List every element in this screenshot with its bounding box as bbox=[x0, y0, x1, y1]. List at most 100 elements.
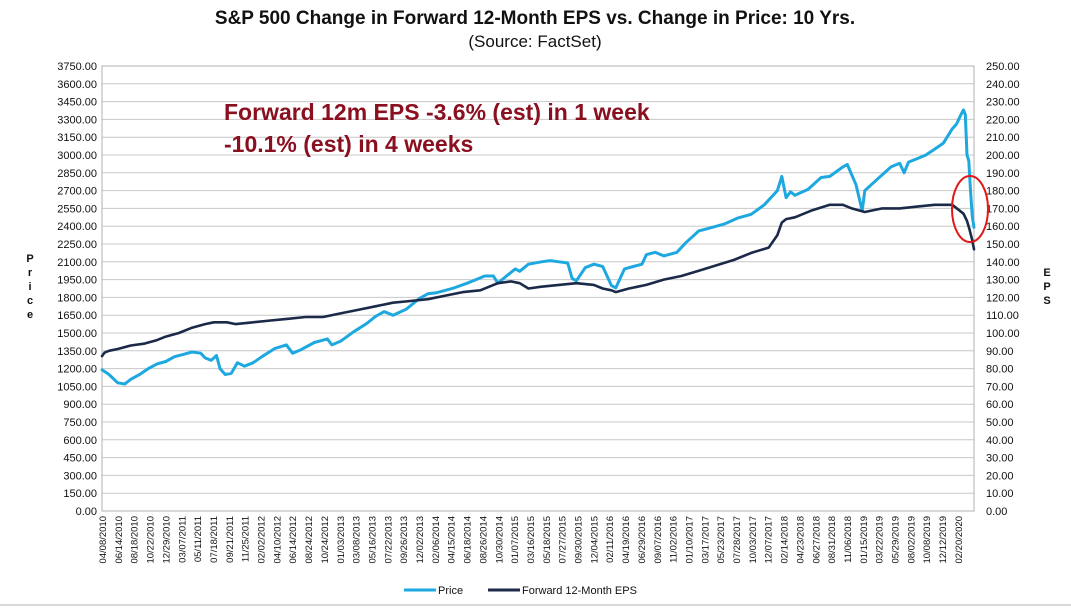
left-tick-label: 2700.00 bbox=[57, 186, 97, 198]
left-axis-label: Price bbox=[26, 253, 33, 321]
left-tick-label: 1350.00 bbox=[57, 346, 97, 358]
right-tick-label: 150.00 bbox=[986, 239, 1020, 251]
x-tick-label: 06/14/2012 bbox=[288, 516, 299, 564]
x-tick-label: 07/22/2013 bbox=[383, 516, 394, 564]
left-tick-label: 2850.00 bbox=[57, 168, 97, 180]
x-tick-label: 12/07/2017 bbox=[764, 516, 775, 564]
right-tick-label: 90.00 bbox=[986, 346, 1014, 358]
left-tick-label: 1950.00 bbox=[57, 275, 97, 287]
plot-frame bbox=[101, 65, 975, 512]
right-tick-label: 240.00 bbox=[986, 79, 1020, 91]
left-axis-ticks: 0.00 150.00 300.00 450.00 600.00 750.00 900.00… bbox=[57, 61, 97, 518]
x-tick-label: 05/11/2011 bbox=[193, 516, 204, 562]
left-tick-label: 2100.00 bbox=[57, 257, 97, 269]
left-tick-label: 750.00 bbox=[63, 417, 97, 429]
x-tick-label: 08/24/2012 bbox=[304, 516, 315, 564]
x-tick-label: 08/18/2010 bbox=[130, 516, 141, 564]
x-tick-label: 05/16/2013 bbox=[367, 516, 378, 564]
right-tick-label: 60.00 bbox=[986, 399, 1014, 411]
x-tick-label: 09/30/2015 bbox=[574, 516, 585, 564]
x-tick-label: 04/19/2016 bbox=[621, 516, 632, 564]
right-tick-label: 20.00 bbox=[986, 470, 1014, 482]
chart-subtitle: (Source: FactSet) bbox=[468, 32, 601, 51]
x-tick-label: 05/29/2019 bbox=[891, 516, 902, 564]
series-layer bbox=[100, 108, 976, 386]
x-axis-ticks: 04/08/2010 06/14/2010 08/18/2010 10/22/2010… bbox=[98, 516, 965, 564]
right-tick-label: 30.00 bbox=[986, 453, 1014, 465]
legend-eps-label: Forward 12-Month EPS bbox=[522, 585, 637, 597]
left-axis-letter: e bbox=[27, 309, 33, 321]
chart-title: S&P 500 Change in Forward 12-Month EPS v… bbox=[215, 8, 855, 29]
x-tick-label: 05/18/2015 bbox=[542, 516, 553, 564]
x-tick-label: 10/08/2019 bbox=[922, 516, 933, 564]
x-tick-label: 04/23/2018 bbox=[795, 516, 806, 564]
right-tick-label: 80.00 bbox=[986, 364, 1014, 376]
legend: Price Forward 12-Month EPS bbox=[404, 585, 637, 597]
right-tick-label: 130.00 bbox=[986, 275, 1020, 287]
x-tick-label: 11/25/2011 bbox=[241, 516, 252, 562]
x-tick-label: 12/04/2015 bbox=[589, 516, 600, 564]
left-tick-label: 1050.00 bbox=[57, 381, 97, 393]
x-tick-label: 03/16/2015 bbox=[526, 516, 537, 564]
x-tick-label: 06/29/2016 bbox=[637, 516, 648, 564]
left-axis-letter: r bbox=[28, 267, 33, 279]
x-tick-label: 03/17/2017 bbox=[700, 516, 711, 564]
left-tick-label: 150.00 bbox=[63, 488, 97, 500]
right-tick-label: 0.00 bbox=[986, 506, 1007, 518]
x-tick-label: 06/14/2010 bbox=[114, 516, 125, 564]
left-tick-label: 1200.00 bbox=[57, 364, 97, 376]
x-tick-label: 08/26/2014 bbox=[478, 516, 489, 564]
eps-line bbox=[100, 203, 976, 358]
right-tick-label: 140.00 bbox=[986, 257, 1020, 269]
left-tick-label: 3450.00 bbox=[57, 97, 97, 109]
x-tick-label: 06/27/2018 bbox=[811, 516, 822, 564]
x-tick-label: 10/22/2010 bbox=[146, 516, 157, 564]
x-tick-label: 07/18/2011 bbox=[209, 516, 220, 563]
right-tick-label: 160.00 bbox=[986, 221, 1020, 233]
right-tick-label: 100.00 bbox=[986, 328, 1020, 340]
x-tick-label: 09/21/2011 bbox=[225, 516, 236, 563]
x-tick-label: 03/22/2019 bbox=[875, 516, 886, 564]
right-axis-ticks: 0.00 10.00 20.00 30.00 40.00 50.00 60.00 70.00 8… bbox=[986, 61, 1020, 518]
x-tick-label: 02/20/2020 bbox=[954, 516, 965, 564]
x-tick-label: 02/06/2014 bbox=[431, 516, 442, 564]
left-tick-label: 2250.00 bbox=[57, 239, 97, 251]
left-tick-label: 300.00 bbox=[63, 470, 97, 482]
x-tick-label: 04/08/2010 bbox=[98, 516, 109, 564]
left-tick-label: 450.00 bbox=[63, 453, 97, 465]
price-line bbox=[100, 108, 976, 386]
left-tick-label: 3000.00 bbox=[57, 150, 97, 162]
right-tick-label: 190.00 bbox=[986, 168, 1020, 180]
right-tick-label: 210.00 bbox=[986, 132, 1020, 144]
left-tick-label: 1650.00 bbox=[57, 310, 97, 322]
right-tick-label: 230.00 bbox=[986, 97, 1020, 109]
left-tick-label: 2400.00 bbox=[57, 221, 97, 233]
x-tick-label: 08/02/2019 bbox=[906, 516, 917, 564]
x-tick-label: 02/02/2012 bbox=[257, 516, 268, 564]
x-tick-label: 12/02/2013 bbox=[415, 516, 426, 564]
left-tick-label: 1800.00 bbox=[57, 292, 97, 304]
x-tick-label: 09/07/2016 bbox=[653, 516, 664, 564]
right-tick-label: 110.00 bbox=[986, 310, 1019, 322]
right-tick-label: 220.00 bbox=[986, 114, 1020, 126]
x-tick-label: 01/15/2019 bbox=[859, 516, 870, 564]
x-tick-label: 09/26/2013 bbox=[399, 516, 410, 564]
left-tick-label: 1500.00 bbox=[57, 328, 97, 340]
x-tick-label: 03/08/2013 bbox=[352, 516, 363, 564]
right-tick-label: 180.00 bbox=[986, 186, 1020, 198]
right-axis-letter: P bbox=[1043, 281, 1050, 293]
right-tick-label: 250.00 bbox=[986, 61, 1020, 73]
right-tick-label: 70.00 bbox=[986, 381, 1014, 393]
x-tick-label: 01/07/2015 bbox=[510, 516, 521, 564]
left-tick-label: 900.00 bbox=[63, 399, 97, 411]
x-tick-label: 02/11/2016 bbox=[605, 516, 616, 563]
x-tick-label: 05/23/2017 bbox=[716, 516, 727, 564]
legend-price-label: Price bbox=[438, 585, 463, 597]
x-tick-label: 02/14/2018 bbox=[780, 516, 791, 564]
left-tick-label: 3600.00 bbox=[57, 79, 97, 91]
right-axis-letter: S bbox=[1043, 295, 1050, 307]
x-tick-label: 07/27/2015 bbox=[558, 516, 569, 564]
left-axis-letter: c bbox=[27, 295, 33, 307]
x-tick-label: 10/30/2014 bbox=[494, 516, 505, 564]
x-tick-label: 11/06/2018 bbox=[843, 516, 854, 563]
